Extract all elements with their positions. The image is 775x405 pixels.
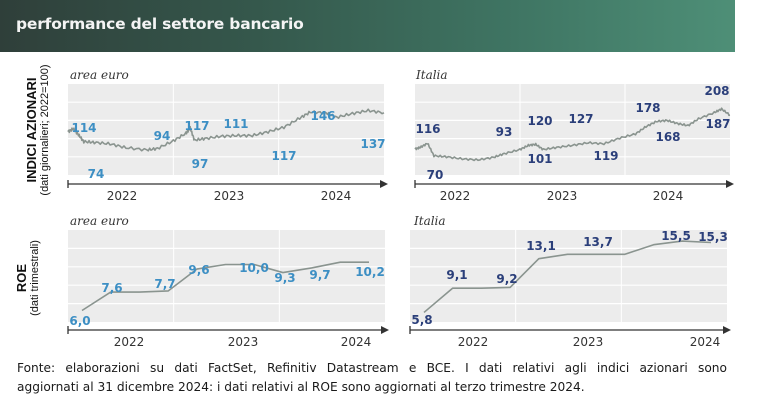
svg-text:2022: 2022 xyxy=(440,189,471,203)
svg-text:2022: 2022 xyxy=(458,335,489,349)
svg-text:120: 120 xyxy=(527,114,552,128)
svg-text:7,7: 7,7 xyxy=(154,277,175,291)
svg-text:2023: 2023 xyxy=(214,189,245,203)
svg-text:2022: 2022 xyxy=(114,335,145,349)
svg-text:178: 178 xyxy=(635,101,660,115)
svg-text:2024: 2024 xyxy=(321,189,352,203)
svg-text:101: 101 xyxy=(527,152,552,166)
svg-text:119: 119 xyxy=(593,149,618,163)
svg-text:2023: 2023 xyxy=(228,335,259,349)
svg-text:10,2: 10,2 xyxy=(355,265,385,279)
svg-text:127: 127 xyxy=(568,112,593,126)
svg-text:7,6: 7,6 xyxy=(101,281,122,295)
source-note-line-2: aggiornati al 31 dicembre 2024: i dati r… xyxy=(17,380,585,394)
svg-text:area euro: area euro xyxy=(70,214,129,228)
svg-text:93: 93 xyxy=(496,125,513,139)
svg-text:116: 116 xyxy=(415,122,440,136)
svg-text:2024: 2024 xyxy=(690,335,721,349)
svg-text:94: 94 xyxy=(154,129,171,143)
svg-text:146: 146 xyxy=(310,109,335,123)
svg-text:208: 208 xyxy=(704,84,729,98)
svg-text:168: 168 xyxy=(655,130,680,144)
svg-text:97: 97 xyxy=(192,157,209,171)
svg-text:187: 187 xyxy=(705,117,730,131)
source-note-line-1: Fonte: elaborazioni su dati FactSet, Ref… xyxy=(17,361,727,375)
svg-text:13,1: 13,1 xyxy=(526,239,556,253)
svg-text:117: 117 xyxy=(271,149,296,163)
svg-text:15,3: 15,3 xyxy=(698,230,728,244)
svg-text:9,1: 9,1 xyxy=(446,268,467,282)
svg-text:114: 114 xyxy=(71,121,96,135)
svg-text:2022: 2022 xyxy=(107,189,138,203)
svg-text:5,8: 5,8 xyxy=(411,313,432,327)
svg-text:2023: 2023 xyxy=(547,189,578,203)
source-note: Fonte: elaborazioni su dati FactSet, Ref… xyxy=(17,359,727,397)
svg-text:111: 111 xyxy=(223,117,248,131)
svg-text:74: 74 xyxy=(88,167,105,181)
header-banner: performance del settore bancario xyxy=(0,0,735,52)
svg-text:137: 137 xyxy=(360,137,385,151)
svg-text:Italia: Italia xyxy=(413,214,446,228)
svg-text:10,0: 10,0 xyxy=(239,261,269,275)
svg-text:15,5: 15,5 xyxy=(661,229,691,243)
svg-text:6,0: 6,0 xyxy=(69,314,90,328)
svg-text:117: 117 xyxy=(184,119,209,133)
svg-text:9,7: 9,7 xyxy=(309,268,330,282)
svg-text:Italia: Italia xyxy=(415,68,448,82)
svg-text:2023: 2023 xyxy=(573,335,604,349)
svg-text:9,3: 9,3 xyxy=(274,271,295,285)
svg-text:2024: 2024 xyxy=(341,335,372,349)
svg-text:9,6: 9,6 xyxy=(188,263,209,277)
svg-text:13,7: 13,7 xyxy=(583,235,613,249)
svg-text:area euro: area euro xyxy=(70,68,129,82)
svg-text:70: 70 xyxy=(427,168,444,182)
svg-text:9,2: 9,2 xyxy=(496,272,517,286)
svg-text:2024: 2024 xyxy=(653,189,684,203)
page-title: performance del settore bancario xyxy=(16,15,304,33)
